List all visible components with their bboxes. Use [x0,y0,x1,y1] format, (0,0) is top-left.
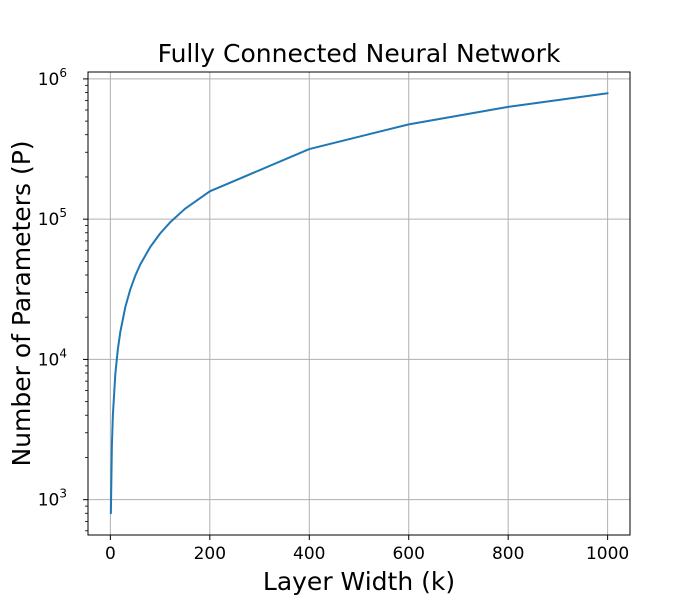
x-tick-label: 800 [492,544,524,564]
y-axis-label: Number of Parameters (P) [7,140,36,466]
grid-layer [88,72,630,535]
x-tick-label: 200 [194,544,226,564]
y-tick-label: 105 [38,206,67,230]
y-tick-label: 104 [38,346,67,370]
series-line [109,92,609,515]
x-axis-label: Layer Width (k) [263,567,455,596]
y-tick-label: 106 [38,66,67,90]
tick-layer: 0 200 400 600 800 1000 103 104 105 106 [38,66,630,564]
chart-title: Fully Connected Neural Network [158,39,561,68]
x-tick-label: 400 [293,544,325,564]
y-tick-label: 103 [38,487,67,511]
x-tick-label: 600 [392,544,424,564]
x-tick-label: 1000 [586,544,629,564]
x-tick-label: 0 [105,544,116,564]
plot-frame [87,71,631,536]
series-layer [109,92,609,515]
